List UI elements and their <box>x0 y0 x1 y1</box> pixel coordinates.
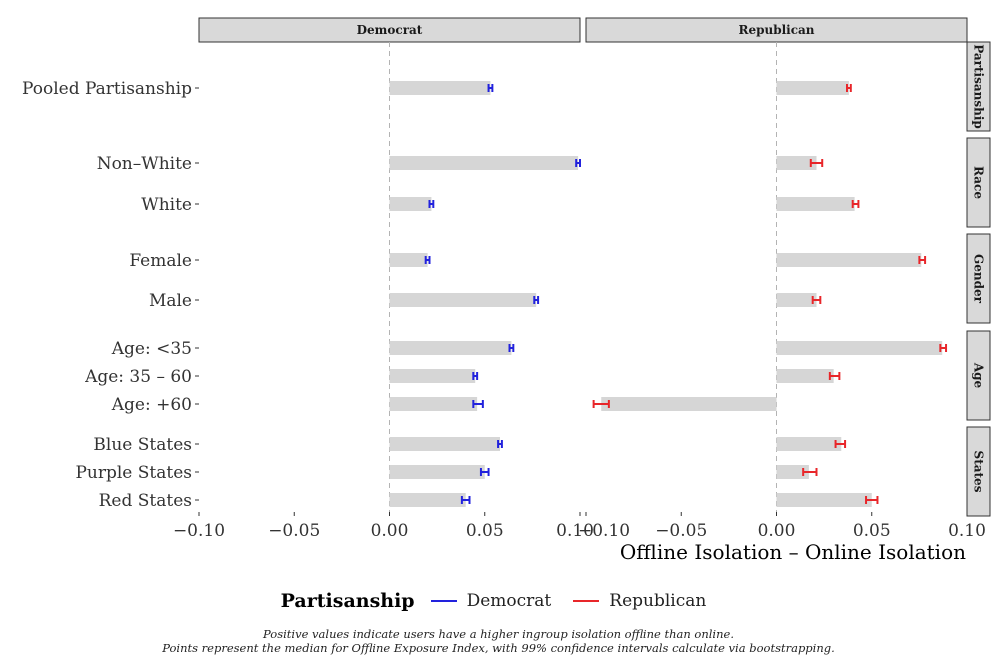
legend-swatch-democrat <box>430 600 457 602</box>
errorbar-republican-age-35-60 <box>828 372 841 380</box>
row-strip-partisanship <box>966 41 991 132</box>
strip-label-republican: Republican <box>738 23 814 37</box>
errorbar-republican-purple-states <box>802 468 818 476</box>
row-strip-age <box>966 330 991 421</box>
bar-republican-white <box>776 197 855 211</box>
errorbar-democrat-non-white <box>575 159 581 167</box>
strip-label-democrat: Democrat <box>357 23 423 37</box>
errorbar-democrat-age-35 <box>508 344 515 352</box>
caption-line-1: Positive values indicate users have a hi… <box>263 627 734 641</box>
row-strip-label-partisanship: Partisanship <box>972 44 986 129</box>
row-strip-label-states: States <box>972 451 986 493</box>
x-tick-label-democrat: −0.10 <box>173 521 225 541</box>
errorbar-republican-white <box>851 200 860 208</box>
errorbar-democrat-blue-states <box>497 440 503 448</box>
bar-republican-male <box>776 293 817 307</box>
legend-label-republican: Republican <box>609 591 707 611</box>
bar-democrat-purple-states <box>389 465 485 479</box>
legend: Partisanship Democrat Republican <box>0 588 997 614</box>
legend-item-republican: Republican <box>573 591 706 611</box>
bar-democrat-white <box>389 197 432 211</box>
caption-line-2: Points represent the median for Offline … <box>162 641 835 655</box>
category-label-female: Female <box>129 251 192 271</box>
legend-label-democrat: Democrat <box>466 591 552 611</box>
bar-republican-age-35-60 <box>776 369 834 383</box>
bar-democrat-age-35 <box>389 341 512 355</box>
errorbar-democrat-white <box>428 200 435 208</box>
errorbar-democrat-female <box>424 256 431 264</box>
strip-republican <box>585 17 968 43</box>
category-label-pooled-partisanship: Pooled Partisanship <box>22 79 192 99</box>
bar-republican-red-states <box>776 493 872 507</box>
errorbar-republican-female <box>918 256 927 264</box>
x-tick-label-democrat: 0.00 <box>371 521 409 541</box>
errorbar-democrat-pooled-partisanship <box>487 84 494 92</box>
category-label-white: White <box>141 195 192 215</box>
bar-republican-pooled-partisanship <box>776 81 849 95</box>
x-tick-label-republican: 0.10 <box>948 521 986 541</box>
bar-democrat-red-states <box>389 493 466 507</box>
bar-republican-age-35 <box>776 341 943 355</box>
bar-democrat-male <box>389 293 537 307</box>
legend-title: Partisanship <box>280 590 415 612</box>
row-strip-label-gender: Gender <box>972 254 986 304</box>
category-label-male: Male <box>149 291 192 311</box>
category-label-non-white: Non–White <box>97 154 192 174</box>
bar-republican-blue-states <box>776 437 842 451</box>
x-tick-label-republican: −0.10 <box>578 521 630 541</box>
x-tick-label-republican: 0.00 <box>758 521 796 541</box>
category-label-age-60: Age: +60 <box>111 395 192 415</box>
x-axis-label: Offline Isolation – Online Isolation <box>620 540 966 564</box>
category-label-age-35-60: Age: 35 – 60 <box>84 367 192 387</box>
bar-republican-purple-states <box>776 465 809 479</box>
errorbar-republican-red-states <box>865 496 879 504</box>
errorbar-republican-age-60 <box>592 400 610 408</box>
bar-republican-female <box>776 253 922 267</box>
bar-republican-non-white <box>776 156 817 170</box>
errorbar-democrat-age-60 <box>472 400 484 408</box>
row-strip-label-race: Race <box>972 166 986 199</box>
errorbar-republican-age-35 <box>939 344 948 352</box>
errorbar-democrat-male <box>533 296 540 304</box>
x-tick-label-democrat: −0.05 <box>268 521 320 541</box>
row-strip-gender <box>966 233 991 324</box>
errorbar-democrat-purple-states <box>479 468 490 476</box>
bar-democrat-age-35-60 <box>389 369 476 383</box>
errorbar-republican-pooled-partisanship <box>845 84 852 92</box>
x-tick-label-republican: 0.05 <box>853 521 891 541</box>
errorbar-democrat-red-states <box>460 496 471 504</box>
errorbar-republican-non-white <box>809 159 824 167</box>
errorbar-republican-blue-states <box>834 440 847 448</box>
x-tick-label-democrat: 0.10 <box>556 521 594 541</box>
category-label-red-states: Red States <box>99 491 192 511</box>
category-label-age-35: Age: <35 <box>111 339 192 359</box>
bar-democrat-female <box>389 253 428 267</box>
bar-democrat-age-60 <box>389 397 478 411</box>
strip-democrat <box>198 17 581 43</box>
bar-democrat-non-white <box>389 156 579 170</box>
category-label-blue-states: Blue States <box>93 435 192 455</box>
legend-swatch-republican <box>573 600 600 602</box>
chart: Democrat Republican Pooled Partisanship No… <box>22 17 991 564</box>
x-tick-label-republican: −0.05 <box>655 521 707 541</box>
bar-democrat-blue-states <box>389 437 500 451</box>
bar-republican-age-60 <box>601 397 777 411</box>
row-strip-label-age: Age <box>972 362 986 389</box>
category-label-purple-states: Purple States <box>75 463 192 483</box>
row-strip-states <box>966 426 991 517</box>
legend-item-democrat: Democrat <box>430 591 552 611</box>
row-strip-race <box>966 137 991 228</box>
errorbar-democrat-age-35-60 <box>472 372 479 380</box>
errorbar-republican-male <box>811 296 822 304</box>
x-tick-label-democrat: 0.05 <box>466 521 504 541</box>
bar-democrat-pooled-partisanship <box>389 81 491 95</box>
